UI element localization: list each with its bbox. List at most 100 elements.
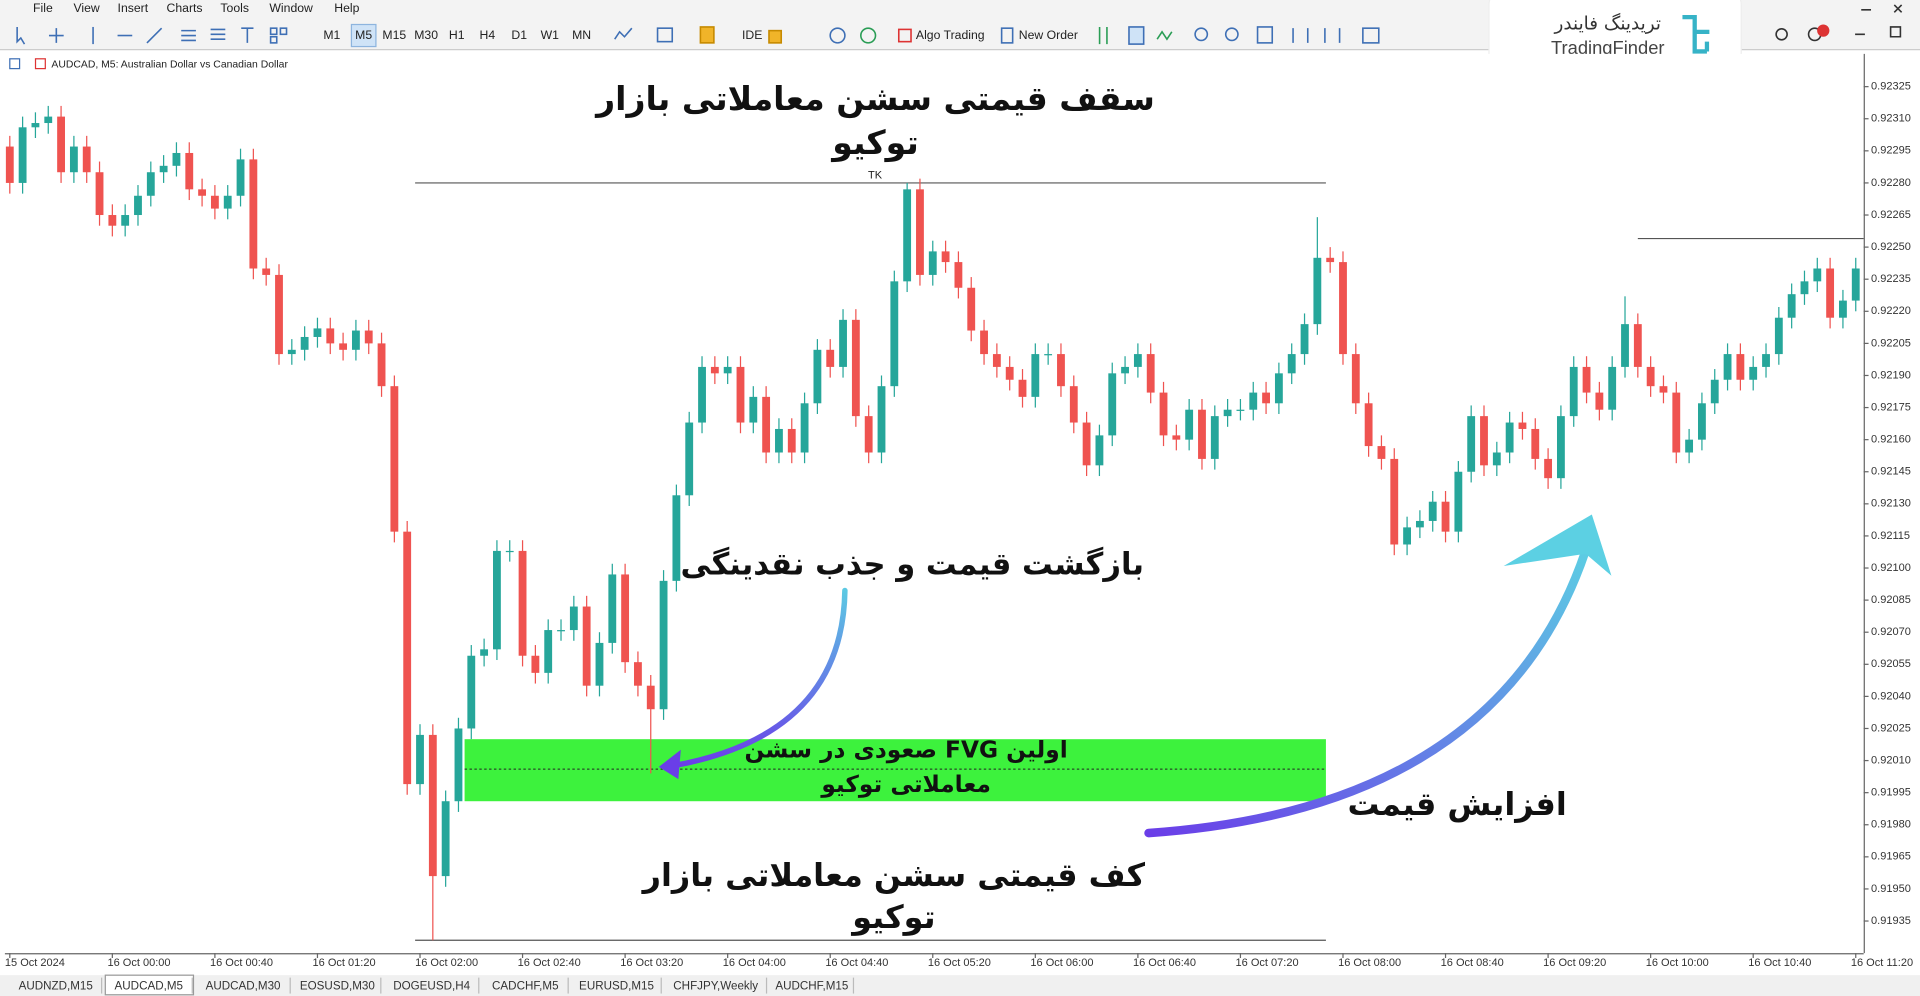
timeframe-button[interactable]: H1 <box>449 28 465 42</box>
x-tick-label: 15 Oct 2024 <box>5 957 65 969</box>
candle-body <box>1198 409 1206 459</box>
candle-body <box>890 281 899 387</box>
tab[interactable]: EURUSD,M15 <box>579 979 654 992</box>
candle-body <box>1223 409 1232 417</box>
x-tick-label: 16 Oct 11:20 <box>1851 957 1913 969</box>
timeframe-button[interactable]: H4 <box>480 28 496 42</box>
y-tick-label: 0.92265 <box>1871 209 1911 221</box>
candle-body <box>621 574 630 663</box>
tab[interactable]: AUDCAD,M30 <box>206 979 281 992</box>
y-tick-label: 0.92115 <box>1871 530 1910 542</box>
menu-item[interactable]: File <box>33 1 53 15</box>
timeframe-button[interactable]: M1 <box>323 28 340 42</box>
menu-item[interactable]: Tools <box>220 1 249 15</box>
menu-item[interactable]: Charts <box>167 1 203 15</box>
candle-body <box>57 116 65 173</box>
candle-body <box>364 330 373 344</box>
x-tick-label: 16 Oct 03:20 <box>620 957 683 969</box>
x-tick-label: 16 Oct 04:40 <box>825 957 888 969</box>
candle-body <box>608 574 617 643</box>
candle-body <box>428 734 437 877</box>
algo-trading-button[interactable]: Algo Trading <box>916 28 985 42</box>
candle-body <box>480 649 489 656</box>
timeframe-button[interactable]: M5 <box>355 28 372 42</box>
candle-body <box>1839 300 1847 318</box>
candle-body <box>1326 257 1335 263</box>
menu-item[interactable]: View <box>73 1 99 15</box>
candle-body <box>1826 268 1835 318</box>
candle-body <box>134 195 142 216</box>
timeframe-button[interactable]: M30 <box>414 28 438 42</box>
candle-body <box>736 366 745 423</box>
candle-body <box>1403 527 1412 545</box>
y-tick-label: 0.92070 <box>1871 626 1911 638</box>
toolbar-icons <box>16 4 1903 45</box>
candle-body <box>1159 392 1168 436</box>
timeframe-button[interactable]: MN <box>572 28 591 42</box>
candle-body <box>1300 324 1309 355</box>
y-tick-label: 0.91995 <box>1871 787 1911 799</box>
tab[interactable]: CHFJPY,Weekly <box>673 979 758 992</box>
candle-body <box>1031 354 1040 397</box>
tab[interactable]: AUDCHF,M15 <box>775 979 848 992</box>
annotation: اولین FVG صعودی در سشن <box>745 736 1068 763</box>
x-tick-label: 16 Oct 10:40 <box>1748 957 1811 969</box>
menu-item[interactable]: Help <box>334 1 359 15</box>
x-tick-label: 16 Oct 07:20 <box>1236 957 1299 969</box>
menu-item[interactable]: Window <box>269 1 313 15</box>
candle-body <box>44 116 53 124</box>
candle-body <box>1621 324 1629 367</box>
candle-body <box>1057 354 1065 387</box>
candle-body <box>1249 392 1258 410</box>
candle-body <box>762 396 771 453</box>
y-tick-label: 0.92190 <box>1871 369 1911 381</box>
candle-body <box>851 319 860 417</box>
candle-body <box>723 366 732 374</box>
x-tick-label: 16 Oct 08:40 <box>1441 957 1504 969</box>
candle-body <box>172 152 181 166</box>
arrow <box>1144 534 1594 838</box>
candle-body <box>775 428 783 453</box>
candle-body <box>518 550 527 656</box>
candle-body <box>1005 366 1014 380</box>
candle-body <box>1133 354 1142 367</box>
ide-button[interactable]: IDE <box>742 28 762 42</box>
candle-body <box>1800 281 1809 295</box>
new-order-button[interactable]: New Order <box>1019 28 1078 42</box>
candle-body <box>300 336 309 350</box>
active-timeframe[interactable] <box>350 23 377 48</box>
tab[interactable]: AUDCAD,M5 <box>115 979 183 992</box>
timeframe-button[interactable]: W1 <box>541 28 560 42</box>
candle-body <box>1659 386 1668 393</box>
candle-body <box>980 330 988 355</box>
tab[interactable]: EOSUSD,M30 <box>300 979 375 992</box>
candle-body <box>1441 501 1450 532</box>
candle-body <box>659 580 668 710</box>
candle-body <box>1582 366 1591 393</box>
candle-body <box>1774 317 1783 355</box>
candle-body <box>82 146 91 173</box>
timeframe-button[interactable]: D1 <box>511 28 527 42</box>
candle-body <box>557 630 565 632</box>
chart-icon <box>9 58 21 70</box>
tab[interactable]: AUDNZD,M15 <box>19 979 93 992</box>
candle-body <box>326 328 335 344</box>
candle-body <box>1082 422 1091 466</box>
tab[interactable]: DOGEUSD,H4 <box>393 979 470 992</box>
session-label: TK <box>868 169 883 181</box>
candle-body <box>1608 366 1617 410</box>
candle-body <box>1685 439 1694 453</box>
candle-body <box>1172 435 1181 440</box>
candle-body <box>146 172 155 196</box>
candle-body <box>582 606 591 686</box>
candle-body <box>1531 428 1540 459</box>
y-tick-label: 0.92025 <box>1871 722 1911 734</box>
menu-item[interactable]: Insert <box>118 1 149 15</box>
x-tick-label: 16 Oct 02:40 <box>518 957 581 969</box>
annotation: توکیو <box>850 898 935 936</box>
candle-body <box>1813 268 1822 282</box>
y-tick-label: 0.91950 <box>1871 883 1911 895</box>
candle-body <box>493 550 501 650</box>
timeframe-button[interactable]: M15 <box>382 28 406 42</box>
tab[interactable]: CADCHF,M5 <box>492 979 559 992</box>
